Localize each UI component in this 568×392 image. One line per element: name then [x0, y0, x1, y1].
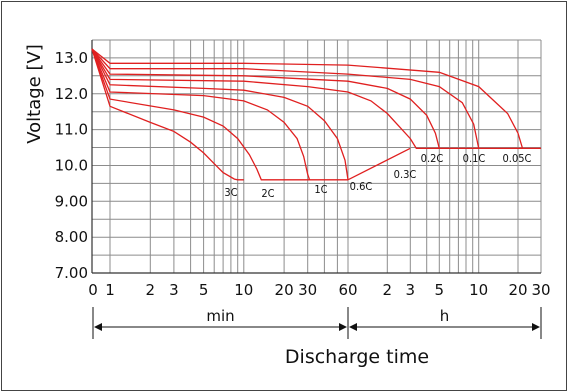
discharge-curve-3C — [91, 48, 244, 181]
x-tick-label: 30 — [531, 281, 550, 299]
x-tick-label: 60 — [338, 281, 357, 299]
discharge-curve-0_1C — [91, 48, 480, 149]
x-tick-label: 2 — [146, 281, 156, 299]
range-arrow-right — [339, 323, 347, 331]
time-ranges: min h — [92, 307, 542, 339]
x-tick-label: 20 — [275, 281, 294, 299]
y-tick-label: 12.0 — [55, 85, 88, 103]
x-tick-label: 5 — [435, 281, 445, 299]
curve-label-1C: 1C — [314, 183, 327, 196]
x-tick-label: 10 — [469, 281, 488, 299]
range-arrow-left — [349, 323, 357, 331]
y-tick-labels: 13.0 12.0 11.0 10.0 9.00 8.00 7.00 — [55, 49, 88, 282]
x-tick-label: 20 — [508, 281, 527, 299]
x-tick-label: 1 — [105, 281, 115, 299]
curves — [91, 48, 541, 181]
range-arrow-left — [94, 323, 102, 331]
x-tick-label: 5 — [199, 281, 209, 299]
curve-labels: 3C 2C 1C 0.6C 0.3C 0.2C 0.1C 0.05C — [224, 152, 531, 200]
curve-label-0_2C: 0.2C — [421, 152, 444, 165]
x-axis-label: Discharge time — [285, 346, 429, 368]
y-tick-label: 11.0 — [55, 121, 88, 139]
discharge-curve-0_3C — [91, 48, 541, 149]
discharge-curve-1C — [91, 48, 311, 181]
range-arrow-right — [532, 323, 540, 331]
discharge-curve-0_6C — [91, 48, 411, 181]
curve-label-0_3C: 0.3C — [394, 168, 417, 181]
range-label-h: h — [440, 307, 450, 325]
x-tick-label: 10 — [234, 281, 253, 299]
x-tick-label: 0 — [88, 281, 98, 299]
range-label-min: min — [206, 307, 234, 325]
discharge-curve-2C — [91, 48, 348, 181]
x-tick-label: 3 — [169, 281, 179, 299]
y-tick-label: 10.0 — [55, 157, 88, 175]
curve-label-0_05C: 0.05C — [503, 152, 532, 165]
y-axis-label: Voltage [V] — [24, 44, 45, 144]
curve-label-0_6C: 0.6C — [350, 180, 373, 193]
discharge-curve-0_05C — [91, 48, 524, 149]
x-tick-label: 30 — [298, 281, 317, 299]
y-tick-label: 8.00 — [55, 228, 88, 246]
discharge-curve-0_2C — [91, 48, 440, 149]
x-tick-labels: 0 1 2 3 5 10 20 30 60 2 3 5 10 20 30 — [88, 281, 550, 299]
x-tick-label: 2 — [383, 281, 393, 299]
x-tick-label: 3 — [406, 281, 416, 299]
y-tick-label: 13.0 — [55, 49, 88, 67]
curve-label-2C: 2C — [261, 187, 274, 200]
curve-label-3C: 3C — [224, 186, 237, 199]
curve-label-0_1C: 0.1C — [463, 152, 486, 165]
y-tick-label: 9.00 — [55, 192, 88, 210]
y-tick-label: 7.00 — [55, 264, 88, 282]
